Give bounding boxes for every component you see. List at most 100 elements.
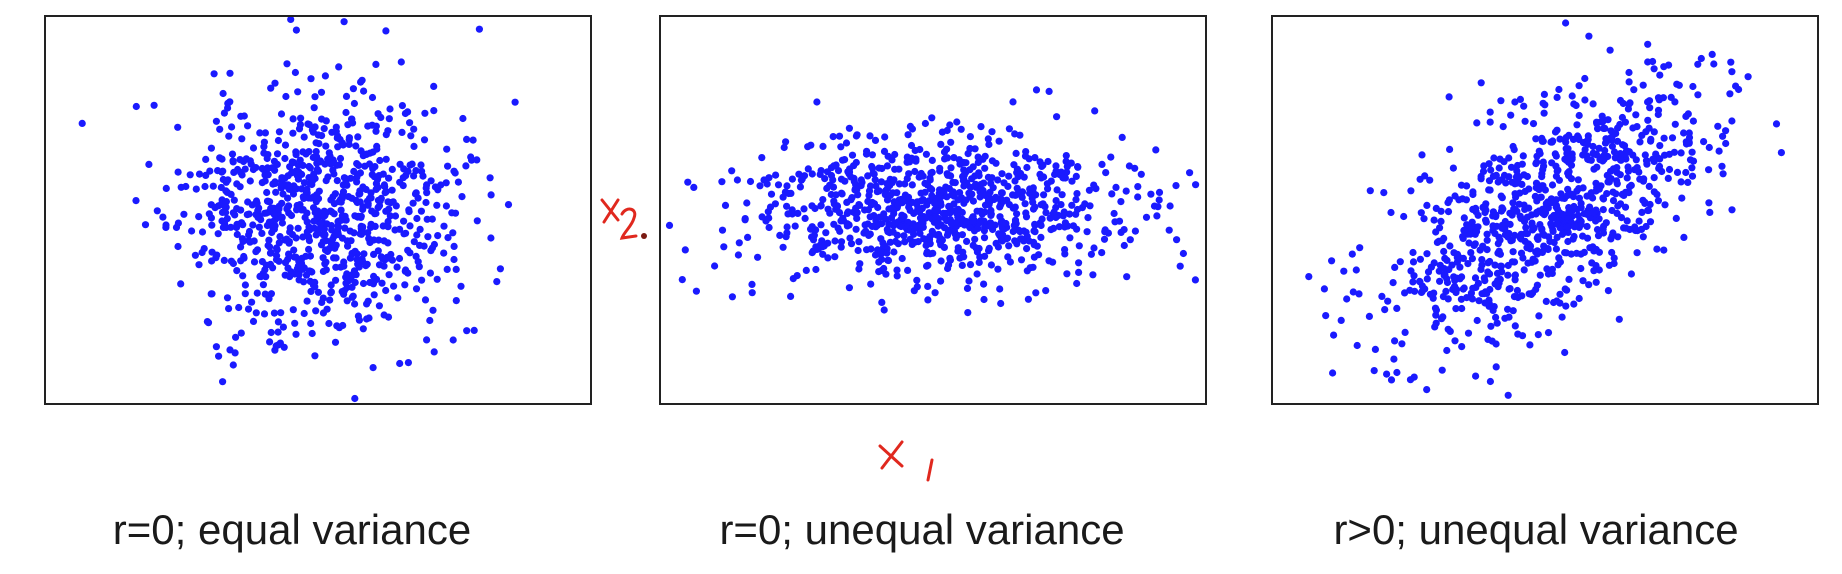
scatter-point xyxy=(450,255,458,264)
scatter-point xyxy=(384,217,392,226)
scatter-point xyxy=(323,220,331,228)
scatter-point xyxy=(287,17,295,23)
scatter-point xyxy=(280,343,288,351)
scatter-point xyxy=(1030,241,1038,249)
scatter-point xyxy=(1021,200,1029,208)
scatter-point xyxy=(845,284,853,292)
scatter-point xyxy=(406,119,414,127)
scatter-point xyxy=(901,238,909,246)
scatter-point xyxy=(1496,262,1505,270)
scatter-point xyxy=(298,170,306,178)
scatter-point xyxy=(294,161,303,170)
scatter-point xyxy=(1559,210,1567,219)
scatter-point xyxy=(1689,82,1697,91)
scatter-point xyxy=(352,196,360,204)
scatter-point xyxy=(300,133,308,141)
scatter-point xyxy=(847,173,855,181)
scatter-point xyxy=(1641,151,1649,159)
scatter-point xyxy=(1613,137,1622,145)
scatter-point xyxy=(1393,304,1401,312)
scatter-point xyxy=(1536,271,1544,279)
scatter-point xyxy=(1112,183,1120,191)
scatter-point xyxy=(422,198,430,207)
scatter-point xyxy=(1610,259,1618,268)
scatter-point xyxy=(1068,201,1076,209)
scatter-point xyxy=(391,212,400,220)
scatter-point xyxy=(249,144,258,152)
scatter-point xyxy=(1518,160,1526,168)
scatter-point xyxy=(1440,265,1448,273)
scatter-plot-area xyxy=(78,17,519,403)
scatter-point xyxy=(867,201,875,209)
scatter-point xyxy=(1061,219,1069,227)
scatter-point xyxy=(1491,261,1499,269)
scatter-point xyxy=(1599,157,1607,165)
scatter-point xyxy=(226,69,234,77)
scatter-point xyxy=(258,258,266,266)
scatter-point xyxy=(1453,274,1461,282)
scatter-point xyxy=(271,222,279,230)
scatter-point xyxy=(202,171,210,179)
scatter-point xyxy=(1458,304,1466,313)
scatter-point xyxy=(1446,145,1454,153)
scatter-point xyxy=(281,259,290,267)
scatter-point xyxy=(229,209,237,217)
scatter-point xyxy=(937,198,945,207)
scatter-point xyxy=(420,242,428,250)
scatter-point xyxy=(327,281,335,289)
scatter-point xyxy=(274,136,282,145)
scatter-point xyxy=(1548,181,1557,189)
scatter-point xyxy=(1384,297,1392,305)
scatter-point xyxy=(1004,253,1012,261)
scatter-point xyxy=(292,234,300,242)
scatter-point xyxy=(359,203,367,211)
scatter-point xyxy=(413,214,421,223)
scatter-point xyxy=(350,99,358,108)
scatter-point xyxy=(1538,173,1546,181)
scatter-point xyxy=(1421,172,1429,180)
scatter-point xyxy=(987,211,995,219)
scatter-point xyxy=(1605,178,1613,186)
scatter-point xyxy=(272,188,280,196)
scatter-point xyxy=(1533,247,1541,255)
scatter-point xyxy=(230,168,238,176)
scatter-point xyxy=(1532,160,1540,168)
scatter-point xyxy=(812,265,820,274)
scatter-point xyxy=(258,179,266,187)
scatter-point xyxy=(349,85,357,93)
scatter-point xyxy=(992,239,1000,247)
scatter-point xyxy=(314,210,323,218)
scatter-point xyxy=(1636,138,1644,146)
scatter-point xyxy=(186,171,194,179)
scatter-point xyxy=(1479,167,1488,175)
scatter-point xyxy=(1101,228,1109,236)
scatter-point xyxy=(286,273,294,281)
scatter-point xyxy=(733,176,741,184)
scatter-point xyxy=(463,327,471,335)
scatter-point xyxy=(1473,227,1481,236)
scatter-point xyxy=(1031,154,1039,162)
scatter-point xyxy=(1091,107,1099,115)
scatter-point xyxy=(1511,271,1519,280)
scatter-point xyxy=(1686,156,1695,164)
scatter-point xyxy=(1562,302,1570,310)
scatter-point xyxy=(1026,185,1034,193)
scatter-point xyxy=(1660,246,1668,254)
scatter-point xyxy=(259,281,267,289)
scatter-point xyxy=(787,189,795,197)
scatter-point xyxy=(871,176,879,184)
scatter-point xyxy=(1320,285,1328,293)
scatter-point xyxy=(1460,226,1468,234)
scatter-point xyxy=(788,206,796,214)
scatter-point xyxy=(1380,189,1388,197)
scatter-point xyxy=(1037,201,1045,209)
scatter-point xyxy=(1599,229,1608,237)
scatter-point xyxy=(878,220,886,228)
scatter-point xyxy=(1409,278,1417,286)
scatter-point xyxy=(1120,241,1128,250)
scatter-point xyxy=(1042,209,1050,217)
scatter-point xyxy=(341,224,349,232)
scatter-point xyxy=(310,217,318,225)
scatter-point xyxy=(1626,183,1634,191)
scatter-point xyxy=(1406,286,1414,294)
